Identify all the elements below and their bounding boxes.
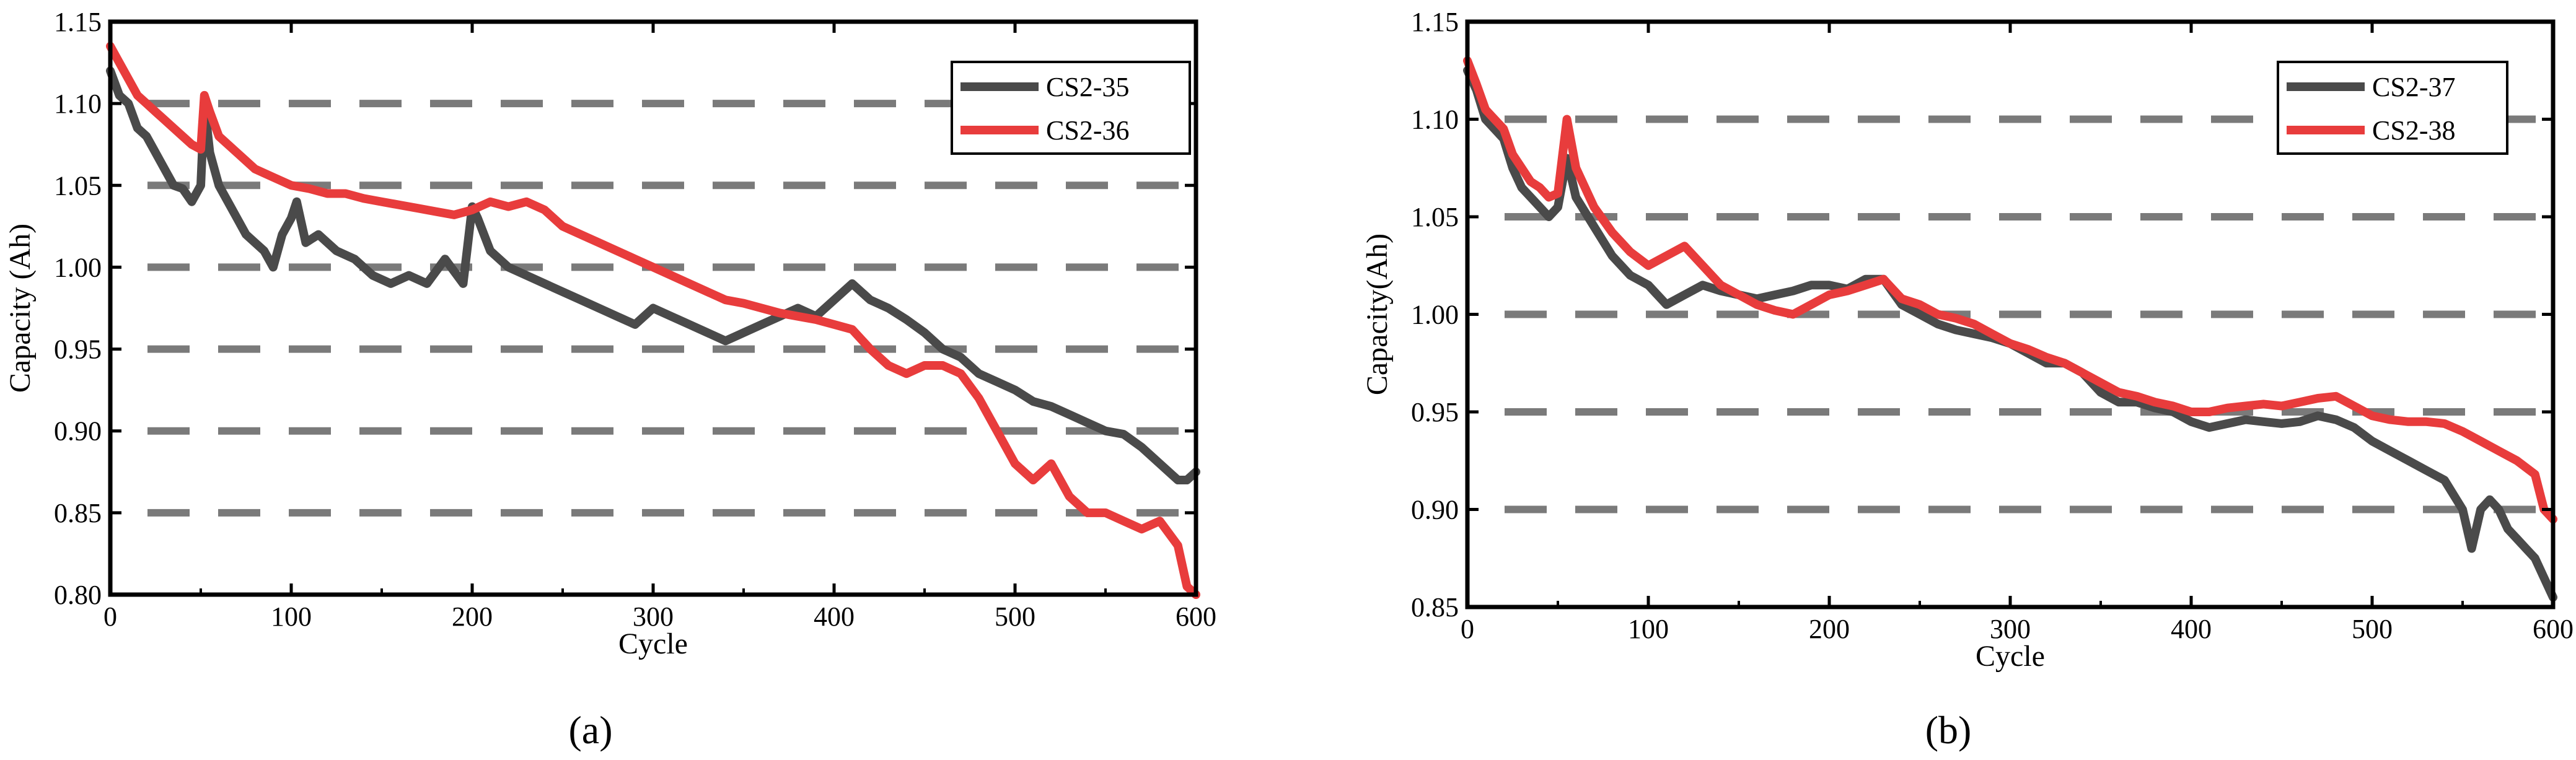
y-tick-label: 1.00 — [54, 252, 102, 282]
x-tick-label: 300 — [633, 601, 674, 632]
y-tick-label: 0.80 — [54, 580, 102, 610]
legend-box — [951, 61, 1191, 155]
x-tick-label: 500 — [2352, 614, 2393, 644]
y-tick-label: 1.10 — [54, 89, 102, 119]
series-line-cs2-35 — [106, 66, 1200, 484]
x-tick-label: 100 — [1628, 614, 1669, 644]
y-tick-label: 1.10 — [1411, 105, 1459, 135]
y-tick-label: 1.15 — [1411, 7, 1459, 37]
x-tick-label: 100 — [271, 601, 312, 632]
x-axis-label: Cycle — [618, 627, 688, 660]
y-tick-label: 0.95 — [1411, 397, 1459, 427]
y-tick-label: 0.85 — [1411, 592, 1459, 622]
x-tick-label: 500 — [995, 601, 1035, 632]
x-tick-label: 400 — [814, 601, 855, 632]
y-tick-label: 0.90 — [1411, 495, 1459, 525]
panel-label-a: (a) — [568, 708, 612, 752]
panel-label-b: (b) — [1925, 708, 1972, 752]
y-tick-label: 0.90 — [54, 416, 102, 447]
legend-label-cs2-36: CS2-36 — [1046, 115, 1129, 146]
y-axis-label: Capacity (Ah) — [4, 224, 37, 393]
y-tick-label: 1.05 — [1411, 202, 1459, 232]
x-tick-label: 400 — [2171, 614, 2212, 644]
y-axis-label: Capacity(Ah) — [1361, 234, 1394, 395]
chart-panel-b: 0 100 200 300 400 500 600 0.85 0.90 0.95 1.00 1.05 1… — [1361, 7, 2574, 673]
chart-panel-a: 0 100 200 300 400 500 600 0.80 0.85 0.90 0.95 1.00 1… — [4, 7, 1216, 660]
legend-label-cs2-38: CS2-38 — [2372, 115, 2455, 146]
legend-label-cs2-37: CS2-37 — [2372, 72, 2455, 102]
y-tick-label: 0.85 — [54, 498, 102, 528]
y-tick-label: 1.05 — [54, 170, 102, 201]
y-tick-label: 0.95 — [54, 334, 102, 365]
legend-label-cs2-35: CS2-35 — [1046, 72, 1129, 102]
x-tick-label: 600 — [1176, 601, 1216, 632]
legend-box — [2277, 61, 2508, 155]
x-tick-label: 200 — [452, 601, 493, 632]
y-tick-label: 1.00 — [1411, 300, 1459, 330]
y-tick-label: 1.15 — [54, 7, 102, 37]
series-line-cs2-36 — [106, 41, 1200, 599]
x-tick-label: 200 — [1809, 614, 1850, 644]
series-line-cs2-38 — [1463, 56, 2557, 524]
x-tick-label: 300 — [1990, 614, 2031, 644]
x-tick-label: 0 — [103, 601, 117, 632]
x-axis-label: Cycle — [1976, 640, 2045, 673]
x-tick-label: 0 — [1461, 614, 1474, 644]
x-tick-label: 600 — [2533, 614, 2574, 644]
